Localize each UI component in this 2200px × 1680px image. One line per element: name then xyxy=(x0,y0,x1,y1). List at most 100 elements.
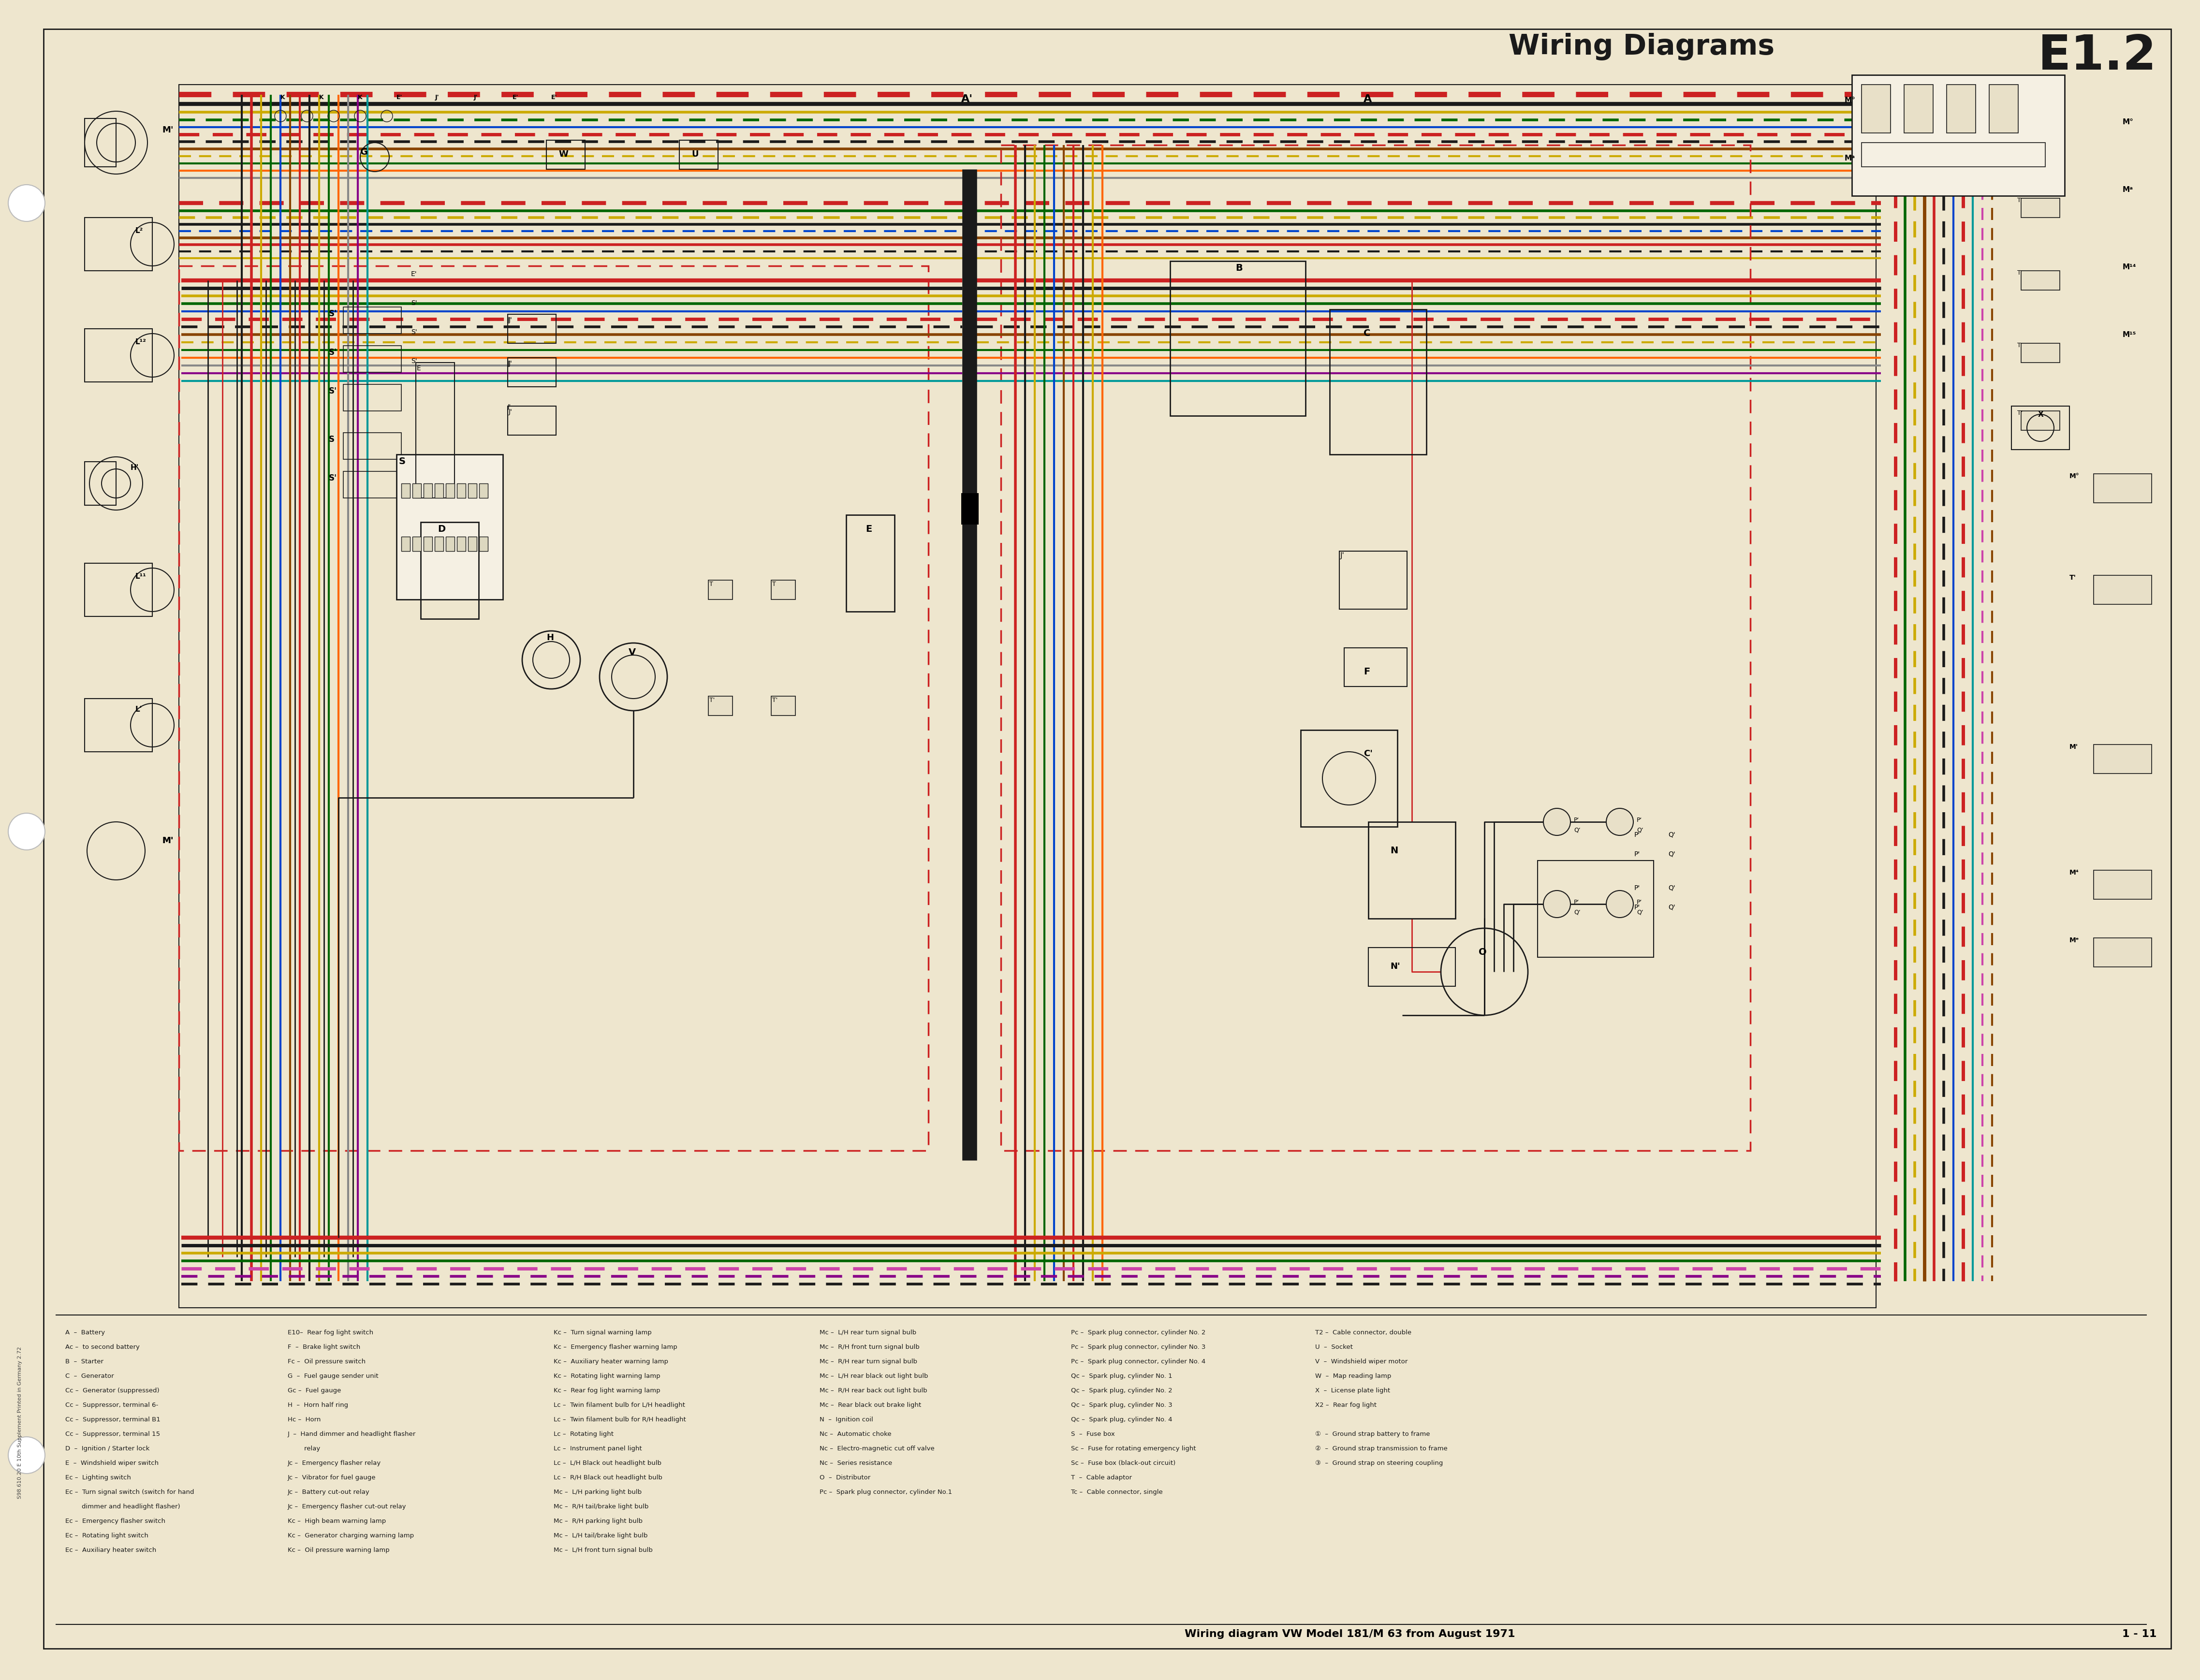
Text: T': T' xyxy=(2017,410,2022,417)
Text: S  –  Fuse box: S – Fuse box xyxy=(1071,1431,1115,1438)
Text: E  –  Windshield wiper switch: E – Windshield wiper switch xyxy=(66,1460,158,1467)
Text: H': H' xyxy=(130,464,139,472)
Bar xyxy=(1001,144,1751,1151)
Text: M°: M° xyxy=(2070,472,2079,479)
Text: Q': Q' xyxy=(1668,832,1674,838)
Text: Kc –  Emergency flasher warning lamp: Kc – Emergency flasher warning lamp xyxy=(554,1344,678,1351)
Text: Pc –  Spark plug connector, cylinder No. 3: Pc – Spark plug connector, cylinder No. … xyxy=(1071,1344,1206,1351)
Text: J': J' xyxy=(508,408,513,415)
Text: A  –  Battery: A – Battery xyxy=(66,1329,106,1336)
Text: Mᵃ: Mᵃ xyxy=(2123,186,2134,193)
Text: Q': Q' xyxy=(1668,850,1674,858)
Text: B: B xyxy=(1236,264,1243,272)
Text: ③  –  Ground strap on steering coupling: ③ – Ground strap on steering coupling xyxy=(1316,1460,1443,1467)
Text: X  –  License plate light: X – License plate light xyxy=(1316,1388,1390,1394)
Bar xyxy=(343,433,400,459)
Text: O: O xyxy=(1478,948,1487,956)
Text: P‘: P‘ xyxy=(1637,816,1641,823)
Text: Mc –  L/H tail/brake light bulb: Mc – L/H tail/brake light bulb xyxy=(554,1532,647,1539)
Text: M⁴: M⁴ xyxy=(2070,869,2079,875)
Text: A': A' xyxy=(961,94,972,104)
Text: E': E' xyxy=(411,270,418,277)
Bar xyxy=(480,536,488,551)
Text: Mc –  R/H rear back out light bulb: Mc – R/H rear back out light bulb xyxy=(821,1388,926,1394)
Text: S': S' xyxy=(328,309,337,318)
Text: 1 - 11: 1 - 11 xyxy=(2123,1630,2156,1640)
Bar xyxy=(1344,648,1408,687)
Text: Mc –  L/H rear black out light bulb: Mc – L/H rear black out light bulb xyxy=(821,1373,928,1379)
Bar xyxy=(772,696,796,716)
Bar xyxy=(1861,84,1890,133)
Text: L²: L² xyxy=(136,227,143,235)
Text: P': P' xyxy=(1635,832,1641,838)
Text: Kc –  High beam warning lamp: Kc – High beam warning lamp xyxy=(288,1519,385,1524)
Text: Mc –  R/H tail/brake light bulb: Mc – R/H tail/brake light bulb xyxy=(554,1504,649,1510)
Text: T  –  Cable adaptor: T – Cable adaptor xyxy=(1071,1475,1133,1480)
Text: L¹¹: L¹¹ xyxy=(136,573,147,580)
Bar xyxy=(1947,84,1976,133)
Text: T: T xyxy=(2017,343,2022,348)
Bar xyxy=(1852,76,2064,197)
Text: Kc –  Turn signal warning lamp: Kc – Turn signal warning lamp xyxy=(554,1329,651,1336)
Text: J': J' xyxy=(508,316,513,324)
Bar xyxy=(1368,822,1456,919)
Bar xyxy=(508,407,557,435)
Text: dimmer and headlight flasher): dimmer and headlight flasher) xyxy=(66,1504,180,1510)
Bar xyxy=(1170,260,1305,415)
Bar xyxy=(425,536,431,551)
Text: M°: M° xyxy=(1844,97,1855,104)
Text: K: K xyxy=(359,94,363,101)
Text: E1.2: E1.2 xyxy=(2037,34,2156,79)
Text: Ec –  Auxiliary heater switch: Ec – Auxiliary heater switch xyxy=(66,1547,156,1554)
Text: Lc –  Instrument panel light: Lc – Instrument panel light xyxy=(554,1445,642,1452)
Text: S': S' xyxy=(328,474,337,482)
Text: H: H xyxy=(546,633,554,642)
Text: Ec –  Lighting switch: Ec – Lighting switch xyxy=(66,1475,132,1480)
Text: O  –  Distributor: O – Distributor xyxy=(821,1475,871,1480)
Text: M': M' xyxy=(163,126,174,134)
Text: M¹⁵: M¹⁵ xyxy=(2123,331,2136,338)
Text: M': M' xyxy=(2070,744,2079,751)
Text: C: C xyxy=(1364,329,1371,338)
Text: Kc –  Auxiliary heater warning lamp: Kc – Auxiliary heater warning lamp xyxy=(554,1359,669,1364)
Text: Cc –  Generator (suppressed): Cc – Generator (suppressed) xyxy=(66,1388,158,1394)
Text: Wiring diagram VW Model 181/M 63 from August 1971: Wiring diagram VW Model 181/M 63 from Au… xyxy=(1184,1630,1516,1640)
Text: Lc –  R/H Black out headlight bulb: Lc – R/H Black out headlight bulb xyxy=(554,1475,662,1480)
Text: relay: relay xyxy=(288,1445,321,1452)
Text: S': S' xyxy=(328,348,337,356)
Bar xyxy=(420,522,480,618)
Text: X2 –  Rear fog light: X2 – Rear fog light xyxy=(1316,1403,1377,1408)
Text: Q‘: Q‘ xyxy=(1637,827,1643,833)
Text: D: D xyxy=(438,524,444,534)
Text: J': J' xyxy=(1340,553,1344,559)
Text: S: S xyxy=(328,435,334,444)
Text: P‘: P‘ xyxy=(1573,816,1580,823)
Text: L': L' xyxy=(136,706,143,712)
Text: W  –  Map reading lamp: W – Map reading lamp xyxy=(1316,1373,1390,1379)
Text: J': J' xyxy=(508,360,510,366)
Bar xyxy=(469,536,477,551)
Text: Ec –  Rotating light switch: Ec – Rotating light switch xyxy=(66,1532,147,1539)
Circle shape xyxy=(9,185,44,222)
Bar xyxy=(1989,84,2017,133)
Text: Mc –  R/H parking light bulb: Mc – R/H parking light bulb xyxy=(554,1519,642,1524)
Text: E': E' xyxy=(396,94,403,101)
Bar xyxy=(847,514,895,612)
Bar xyxy=(1368,948,1456,986)
Bar xyxy=(2011,407,2070,450)
Text: M': M' xyxy=(163,837,174,845)
Text: Mc –  L/H front turn signal bulb: Mc – L/H front turn signal bulb xyxy=(554,1547,653,1554)
Bar xyxy=(411,484,420,497)
Bar xyxy=(84,217,152,270)
Text: N': N' xyxy=(1390,963,1399,971)
Bar xyxy=(708,696,733,716)
Bar xyxy=(396,455,504,600)
Bar xyxy=(1329,309,1426,455)
Bar xyxy=(1538,860,1654,958)
Text: Kc –  Rotating light warning lamp: Kc – Rotating light warning lamp xyxy=(554,1373,660,1379)
Bar xyxy=(447,484,455,497)
Text: E: E xyxy=(416,365,420,371)
Text: M': M' xyxy=(163,837,174,845)
Text: T: T xyxy=(2017,197,2022,203)
Text: J': J' xyxy=(508,403,510,410)
